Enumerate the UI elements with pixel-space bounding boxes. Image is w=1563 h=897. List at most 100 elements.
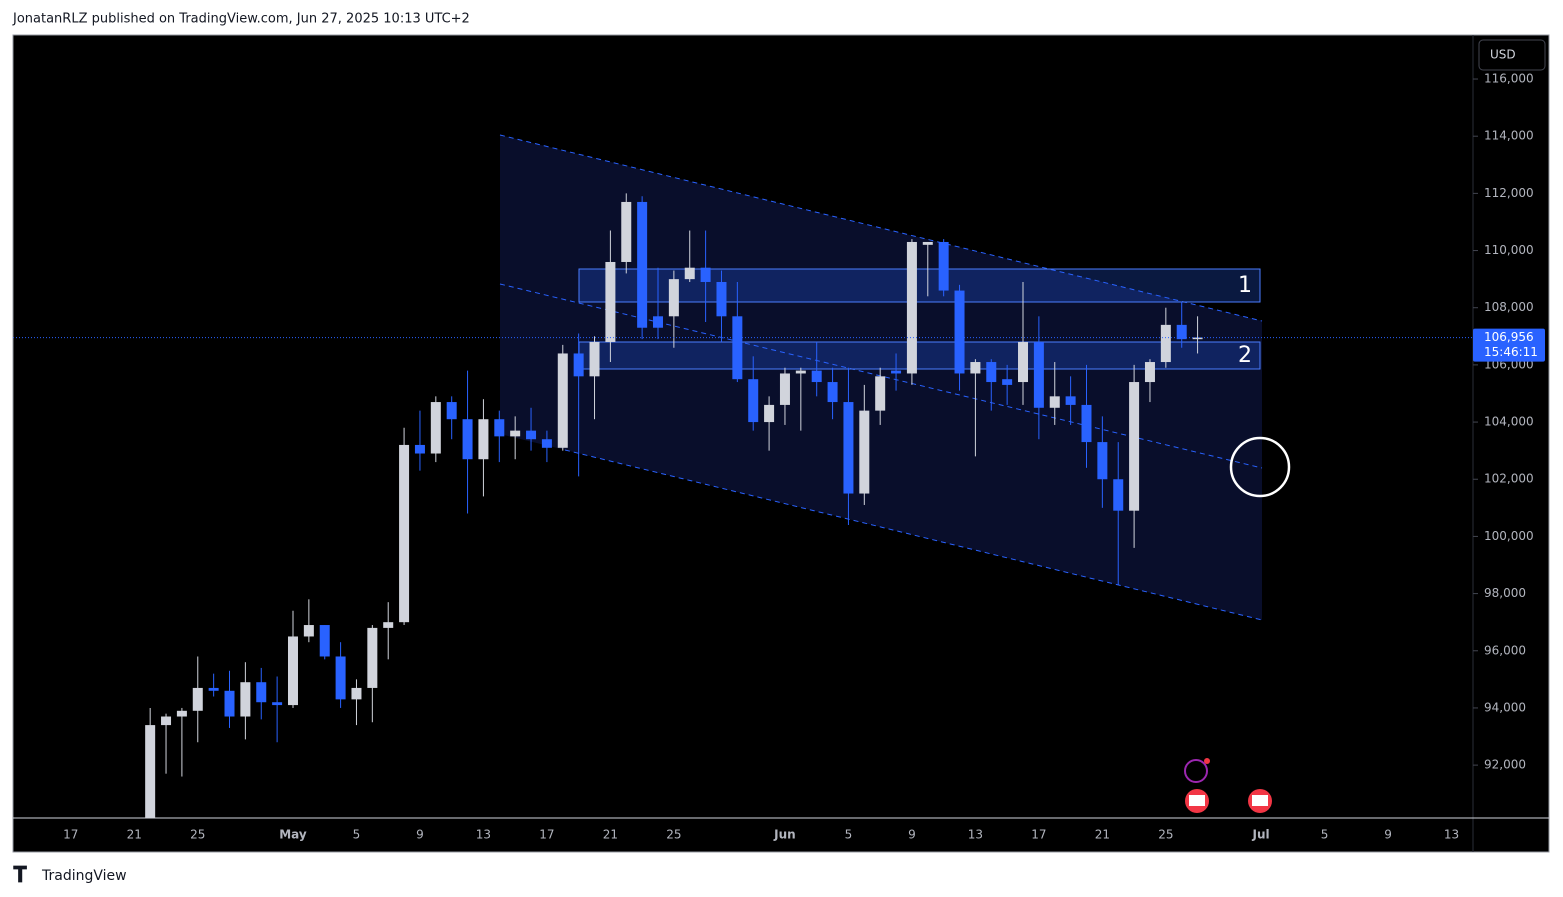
y-tick-label: 100,000 (1484, 529, 1534, 543)
candle-body (145, 725, 156, 818)
candle-body (303, 625, 314, 637)
candle-body (621, 201, 632, 262)
x-tick-label: 25 (1158, 828, 1173, 842)
candle-body (573, 353, 584, 377)
candle-body (1176, 324, 1187, 340)
currency-box[interactable] (1478, 39, 1546, 71)
icon (1184, 759, 1208, 783)
candle-body (541, 439, 552, 448)
candle-body (1081, 404, 1092, 443)
candle-body (446, 402, 457, 420)
y-tick-label: 96,000 (1484, 643, 1526, 657)
countdown: 15:46:11 (1484, 345, 1538, 359)
plot: 1 2 (145, 134, 1291, 818)
candle-body (811, 370, 822, 383)
candle-body (637, 201, 648, 328)
candle-body (1033, 342, 1044, 408)
candle-body (891, 370, 902, 374)
candle-body (716, 281, 727, 317)
candle-body (779, 373, 790, 405)
x-tick-label: 5 (845, 828, 853, 842)
candle-body (383, 622, 394, 628)
channel-lower (564, 449, 1263, 621)
y-tick-label: 92,000 (1484, 758, 1526, 772)
icon (1204, 758, 1210, 764)
candle-body (700, 267, 711, 282)
candle-body (192, 687, 203, 711)
candle-body (414, 444, 425, 454)
candle-body (557, 353, 568, 448)
candle-body (240, 682, 251, 717)
zone-label: 1 (1238, 273, 1252, 298)
y-tick-label: 110,000 (1484, 243, 1534, 257)
target-circle (1229, 436, 1291, 498)
candle-body (970, 362, 981, 374)
candle-body (1018, 342, 1029, 383)
candle-body (1097, 442, 1108, 480)
x-tick-label: 21 (603, 828, 618, 842)
candle-body (986, 362, 997, 383)
candle-body (843, 402, 854, 494)
icon (1189, 795, 1205, 806)
zone-box (578, 341, 1261, 370)
x-tick-label: 21 (1095, 828, 1110, 842)
x-tick-label: 21 (127, 828, 142, 842)
candle-body (272, 702, 283, 706)
x-tick-label: 9 (1384, 828, 1392, 842)
y-tick-label: 116,000 (1484, 72, 1534, 86)
candle-body (526, 430, 537, 440)
candle-body (653, 316, 663, 328)
candle-body (906, 241, 917, 374)
y-tick-label: 94,000 (1484, 700, 1526, 714)
candle-body (954, 290, 965, 374)
last-price-tag (1473, 328, 1545, 362)
channel-upper (499, 134, 1263, 322)
x-tick-label: Jun (773, 828, 796, 842)
candle-body (208, 687, 219, 691)
x-tick-label: 9 (416, 828, 424, 842)
y-tick-label: 112,000 (1484, 186, 1534, 200)
candle-body (875, 376, 886, 411)
icon (1252, 795, 1268, 806)
candle-body (478, 419, 489, 460)
y-tick-label: 114,000 (1484, 129, 1534, 143)
candle-body (684, 267, 695, 280)
candle-body (1049, 396, 1060, 408)
candle-body (1192, 337, 1203, 340)
x-tick-label: 9 (908, 828, 916, 842)
event-icons (1184, 758, 1272, 813)
x-tick-label: 5 (353, 828, 361, 842)
candle-body (1144, 362, 1155, 383)
candle-body (1129, 382, 1140, 511)
candle-body (605, 261, 616, 343)
y-tick-label: 104,000 (1484, 415, 1534, 429)
x-tick-label: 13 (1444, 828, 1459, 842)
candle-body (859, 410, 870, 494)
logo-mark: 𝐓 (13, 863, 27, 888)
x-tick-label: 17 (63, 828, 78, 842)
candle-body (176, 710, 187, 717)
candle-body (256, 682, 267, 703)
x-tick-label: 13 (476, 828, 491, 842)
candle-body (161, 716, 172, 726)
x-tick-label: May (279, 828, 307, 842)
x-tick-label: 17 (539, 828, 554, 842)
candle-body (319, 625, 330, 657)
currency: USD (1490, 48, 1516, 62)
zone-box (578, 268, 1261, 303)
candle-body (430, 402, 441, 454)
candle-body (764, 404, 775, 423)
candle-body (510, 430, 521, 437)
y-tick-label: 108,000 (1484, 300, 1534, 314)
x-tick-label: 25 (190, 828, 205, 842)
y-tick-label: 98,000 (1484, 586, 1526, 600)
x-tick-label: 25 (666, 828, 681, 842)
last-price-label: 106,956 (1484, 330, 1534, 344)
candle-body (795, 370, 806, 374)
candle-body (462, 419, 473, 460)
candle-body (1065, 396, 1076, 405)
candle-body (589, 342, 600, 377)
candle-body (335, 656, 346, 700)
candle-body (1113, 479, 1124, 511)
